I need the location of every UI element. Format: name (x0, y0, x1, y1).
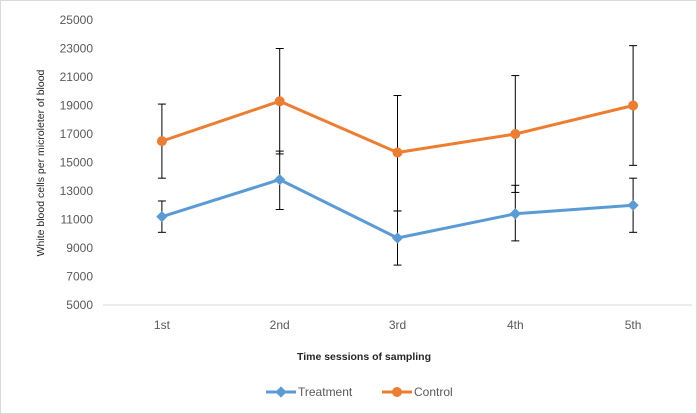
data-point-control (510, 129, 521, 139)
y-tick-label: 21000 (60, 70, 94, 84)
x-tick-label: 4th (507, 318, 524, 332)
legend-label: Control (414, 385, 453, 399)
legend: Treatment Control (266, 385, 453, 399)
y-tick-label: 19000 (60, 99, 94, 113)
y-tick-label: 25000 (60, 13, 94, 27)
y-tick-label: 11000 (61, 213, 94, 227)
data-point-control (392, 147, 403, 158)
series-markers (156, 96, 639, 244)
y-tick-label: 7000 (66, 270, 93, 284)
y-tick-label: 5000 (66, 298, 93, 312)
y-tick-label: 17000 (60, 127, 94, 141)
y-axis-title: White blood cells per microleter of bloo… (35, 69, 47, 256)
x-tick-label: 2nd (270, 318, 290, 332)
y-tick-label: 15000 (60, 156, 94, 170)
legend-marker (392, 387, 402, 397)
x-tick-label: 3rd (389, 318, 406, 332)
x-tick-label: 5th (625, 318, 642, 332)
error-bars (157, 45, 638, 266)
legend-item-treatment: Treatment (266, 385, 353, 399)
data-point-treatment (627, 199, 639, 211)
y-tick-label: 23000 (60, 42, 94, 56)
y-tick-label: 9000 (66, 241, 93, 255)
data-point-treatment (274, 173, 286, 186)
legend-item-control: Control (382, 385, 453, 399)
data-point-treatment (156, 210, 168, 223)
data-point-control (274, 96, 285, 107)
legend-label: Treatment (298, 385, 353, 399)
legend-marker (275, 386, 287, 398)
data-point-treatment (509, 208, 521, 220)
x-tick-label: 1st (154, 318, 171, 332)
data-point-control (156, 136, 167, 147)
y-axis-tick-labels: 25000 23000 21000 19000 17000 15000 13000 11000… (60, 13, 94, 312)
x-axis-tick-labels: 1st 2nd 3rd 4th 5th (154, 318, 642, 332)
data-point-treatment (391, 232, 404, 244)
x-axis-title: Time sessions of sampling (297, 351, 431, 363)
y-tick-label: 13000 (60, 184, 94, 198)
data-point-control (628, 100, 639, 111)
